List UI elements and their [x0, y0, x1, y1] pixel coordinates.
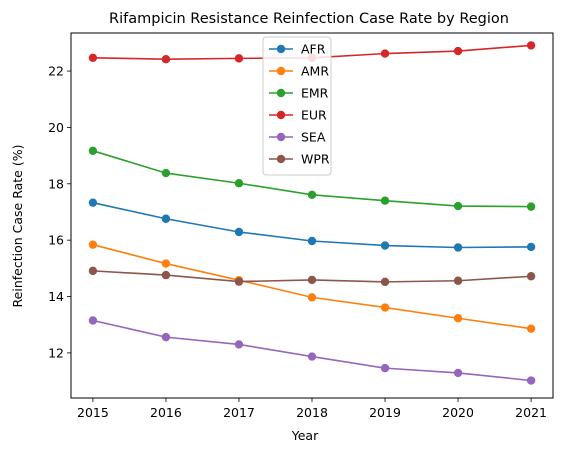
legend-label-wpr: WPR [301, 152, 330, 167]
data-point-wpr-2021 [526, 272, 536, 281]
data-point-eur-2015 [88, 53, 98, 63]
data-point-amr-2016 [161, 259, 171, 268]
data-point-eur-2020 [453, 46, 463, 56]
x-tick-label-2020: 2020 [442, 405, 474, 420]
y-tick-label-18: 18 [48, 176, 64, 191]
legend-label-emr: EMR [301, 86, 329, 101]
legend-swatch-marker-sea [276, 132, 286, 142]
data-point-emr-2017 [234, 179, 244, 188]
legend-entry-eur: EUR [269, 108, 327, 123]
legend-entry-wpr: WPR [269, 152, 330, 167]
data-point-amr-2018 [307, 293, 317, 302]
y-axis: 12 14 16 18 20 22 [48, 64, 71, 360]
data-point-wpr-2016 [161, 270, 171, 280]
data-point-sea-2015 [88, 316, 98, 325]
data-point-wpr-2015 [88, 266, 98, 276]
legend-entry-sea: SEA [269, 130, 326, 145]
legend-entry-amr: AMR [269, 64, 329, 79]
data-point-emr-2020 [453, 201, 463, 211]
x-tick-label-2021: 2021 [515, 405, 547, 420]
legend-entry-emr: EMR [269, 86, 329, 101]
y-tick-label-16: 16 [48, 233, 64, 248]
legend: AFR AMR EMR EUR SEA WPR [262, 36, 332, 176]
legend-label-sea: SEA [301, 130, 326, 145]
legend-label-afr: AFR [301, 42, 326, 57]
data-point-sea-2021 [526, 376, 536, 385]
y-axis-title: Reinfection Case Rate (%) [10, 145, 25, 308]
data-point-amr-2021 [526, 324, 536, 333]
y-tick-label-12: 12 [48, 345, 64, 360]
data-point-emr-2018 [307, 190, 317, 199]
x-axis: 2015 2016 2017 2018 2019 2020 2021 [77, 398, 547, 420]
data-point-eur-2021 [526, 41, 536, 50]
legend-swatch-marker-wpr [276, 154, 286, 164]
data-point-wpr-2019 [380, 277, 390, 287]
data-point-sea-2020 [453, 368, 463, 378]
data-point-sea-2017 [234, 340, 244, 349]
data-point-wpr-2018 [307, 275, 317, 285]
x-tick-label-2018: 2018 [296, 405, 328, 420]
x-tick-label-2016: 2016 [150, 405, 182, 420]
data-point-afr-2017 [234, 227, 244, 237]
data-point-eur-2016 [161, 55, 171, 64]
data-point-sea-2016 [161, 332, 171, 342]
legend-swatch-marker-amr [276, 66, 286, 76]
data-point-sea-2018 [307, 352, 317, 361]
legend-swatch-marker-eur [276, 110, 286, 120]
data-point-wpr-2017 [234, 277, 244, 286]
y-tick-label-14: 14 [48, 289, 64, 304]
data-point-amr-2020 [453, 314, 463, 323]
data-point-afr-2021 [526, 242, 536, 252]
data-point-eur-2019 [380, 49, 390, 58]
data-point-afr-2019 [380, 241, 390, 250]
legend-label-amr: AMR [301, 64, 329, 79]
data-point-afr-2018 [307, 236, 317, 246]
data-point-emr-2019 [380, 196, 390, 205]
legend-label-eur: EUR [301, 108, 327, 123]
series-line-amr [92, 243, 532, 330]
data-point-afr-2020 [453, 243, 463, 252]
legend-entry-afr: AFR [269, 42, 326, 57]
data-point-sea-2019 [380, 363, 390, 373]
data-point-afr-2016 [161, 214, 171, 223]
data-point-emr-2021 [526, 202, 536, 211]
x-tick-label-2019: 2019 [369, 405, 401, 420]
data-point-amr-2019 [380, 303, 390, 312]
plot-area [70, 32, 554, 399]
data-point-emr-2016 [161, 168, 171, 178]
data-point-wpr-2020 [453, 276, 463, 285]
legend-swatch-marker-afr [276, 44, 286, 54]
y-tick-label-20: 20 [48, 120, 64, 135]
data-point-eur-2017 [234, 54, 244, 63]
x-axis-title: Year [291, 428, 319, 443]
series-line-sea [92, 319, 532, 382]
data-point-emr-2015 [88, 146, 98, 156]
data-point-afr-2015 [88, 198, 98, 207]
chart-title: Rifampicin Resistance Reinfection Case R… [109, 11, 509, 27]
data-point-amr-2015 [88, 240, 98, 249]
y-tick-label-22: 22 [48, 64, 64, 79]
x-tick-label-2017: 2017 [223, 405, 255, 420]
legend-swatch-marker-emr [276, 88, 286, 98]
x-tick-label-2015: 2015 [77, 405, 109, 420]
